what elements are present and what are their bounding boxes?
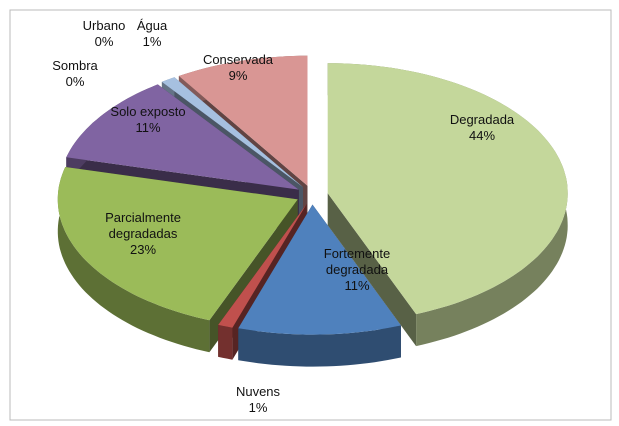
- label-value: 0%: [65, 74, 85, 89]
- label-value: 1%: [142, 34, 162, 49]
- label-value: 1%: [248, 400, 268, 415]
- label-value: 9%: [228, 68, 248, 83]
- label-value: 11%: [344, 278, 370, 293]
- data-label: Degradada 44%: [427, 112, 537, 144]
- label-name: Conservada: [202, 52, 274, 67]
- label-name: Solo exposto: [110, 104, 186, 119]
- data-label: Água 1%: [122, 18, 182, 50]
- label-value: 0%: [94, 34, 114, 49]
- label-name: Água: [136, 18, 168, 33]
- slice: [327, 63, 568, 315]
- slice: [238, 204, 401, 335]
- slice-side: [218, 324, 233, 360]
- slice: [57, 167, 298, 321]
- slice-wall: [327, 193, 417, 347]
- label-value: 23%: [129, 242, 157, 257]
- data-label: Sombra 0%: [45, 58, 105, 90]
- slice: [178, 55, 308, 186]
- label-name: Nuvens: [235, 384, 281, 399]
- slice-wall: [218, 204, 307, 357]
- slice: [161, 77, 303, 188]
- data-label: Solo exposto 11%: [93, 104, 203, 136]
- label-name: Degradada: [449, 112, 515, 127]
- chart-frame: [9, 9, 612, 421]
- data-label: Urbano 0%: [74, 18, 134, 50]
- label-value: 11%: [135, 120, 161, 135]
- label-name: Sombra: [52, 58, 98, 73]
- label-name: Parcialmente degradadas: [105, 210, 181, 241]
- data-label: Conservada 9%: [183, 52, 293, 84]
- slice-side: [238, 325, 401, 367]
- data-label: Fortemente degradada 11%: [302, 246, 412, 294]
- label-name: Fortemente degradada: [323, 246, 391, 277]
- slice: [66, 84, 299, 190]
- label-value: 44%: [468, 128, 496, 143]
- label-name: Urbano: [82, 18, 126, 33]
- slice: [218, 204, 307, 328]
- data-label: Parcialmente degradadas 23%: [88, 210, 198, 258]
- slice-side: [57, 167, 210, 353]
- data-label: Nuvens 1%: [203, 384, 313, 416]
